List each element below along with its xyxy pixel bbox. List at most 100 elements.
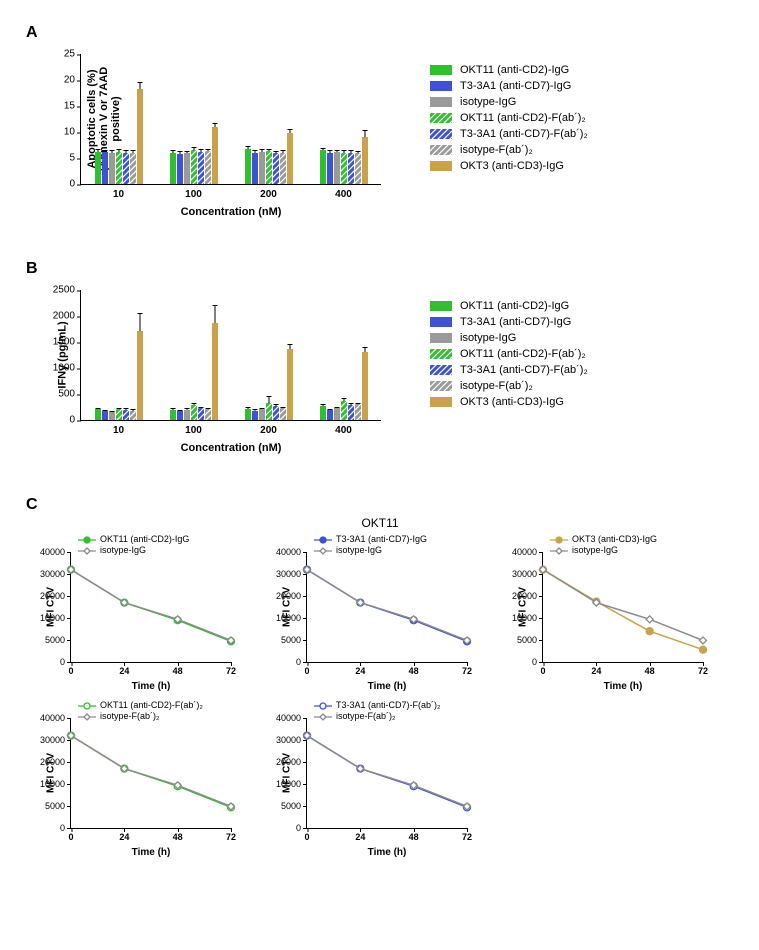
bar xyxy=(170,410,176,420)
small-legend-label: T3-3A1 (anti-CD7)-F(ab´)₂ xyxy=(336,700,441,711)
bar xyxy=(362,352,368,420)
small-chart: T3-3A1 (anti-CD7)-IgGisotype-IgGMFI CTVT… xyxy=(256,534,486,694)
small-ytick: 0 xyxy=(265,823,301,833)
bar xyxy=(245,149,251,184)
small-plot-svg xyxy=(543,552,703,662)
bar xyxy=(287,349,293,420)
small-ytick: 20000 xyxy=(29,591,65,601)
legend-swatch xyxy=(430,65,452,75)
small-ytick: 40000 xyxy=(265,713,301,723)
bar-group xyxy=(95,89,143,184)
bar xyxy=(102,411,108,420)
small-xtick: 72 xyxy=(226,666,236,676)
bar xyxy=(95,409,101,420)
legend-row: OKT3 (anti-CD3)-IgG xyxy=(430,160,588,172)
legend-swatch xyxy=(430,113,452,123)
bar xyxy=(130,411,136,420)
bar xyxy=(362,137,368,184)
small-ytick: 0 xyxy=(501,657,537,667)
legend-swatch xyxy=(430,381,452,391)
bar xyxy=(334,408,340,420)
panel-a-chart: Apoptotic cells (%) (Annexin V or 7AAD p… xyxy=(20,44,420,224)
small-ytick: 30000 xyxy=(265,569,301,579)
small-xaxis-label: Time (h) xyxy=(604,681,643,692)
legend-row: T3-3A1 (anti-CD7)-F(ab´)₂ xyxy=(430,364,588,376)
bar xyxy=(273,153,279,184)
small-ytick: 10000 xyxy=(501,613,537,623)
legend-swatch xyxy=(430,301,452,311)
small-xtick: 72 xyxy=(698,666,708,676)
ytick: 25 xyxy=(45,49,75,60)
ytick: 20 xyxy=(45,75,75,86)
small-ytick: 10000 xyxy=(265,779,301,789)
small-xaxis-label: Time (h) xyxy=(132,847,171,858)
small-plot: MFI CTVTime (h)0500010000200003000040000… xyxy=(70,552,231,663)
small-legend-mark xyxy=(78,536,96,544)
small-ytick: 5000 xyxy=(29,635,65,645)
xcat: 200 xyxy=(260,425,277,436)
small-ytick: 0 xyxy=(29,823,65,833)
small-ytick: 10000 xyxy=(29,779,65,789)
panel-b-chart: IFNγ (pg/mL) Concentration (nM) 05001000… xyxy=(20,280,420,460)
bar xyxy=(123,153,129,184)
panel-b-xaxis-label: Concentration (nM) xyxy=(181,442,282,454)
small-legend-row: OKT11 (anti-CD2)-IgG xyxy=(78,534,189,545)
small-plot: MFI CTVTime (h)0500010000200003000040000… xyxy=(70,718,231,829)
bar xyxy=(191,150,197,184)
small-ytick: 30000 xyxy=(29,569,65,579)
legend-swatch xyxy=(430,129,452,139)
small-xtick: 48 xyxy=(645,666,655,676)
legend-label: OKT11 (anti-CD2)-IgG xyxy=(460,64,569,76)
legend-row: T3-3A1 (anti-CD7)-IgG xyxy=(430,316,588,328)
bar xyxy=(280,153,286,184)
small-legend-label: OKT11 (anti-CD2)-F(ab´)₂ xyxy=(100,700,203,711)
small-legend-row: OKT11 (anti-CD2)-F(ab´)₂ xyxy=(78,700,203,711)
xcat: 400 xyxy=(335,189,352,200)
bar xyxy=(245,409,251,420)
bar xyxy=(205,409,211,420)
bar xyxy=(266,151,272,184)
legend-row: OKT3 (anti-CD3)-IgG xyxy=(430,396,588,408)
small-legend-row: OKT3 (anti-CD3)-IgG xyxy=(550,534,657,545)
legend-row: T3-3A1 (anti-CD7)-F(ab´)₂ xyxy=(430,128,588,140)
xcat: 200 xyxy=(260,189,277,200)
bar xyxy=(266,403,272,420)
bar xyxy=(252,411,258,420)
bar xyxy=(137,331,143,420)
small-xtick: 72 xyxy=(226,832,236,842)
bar xyxy=(327,410,333,420)
panel-b-plot: IFNγ (pg/mL) Concentration (nM) 05001000… xyxy=(80,290,381,421)
legend-label: isotype-F(ab´)₂ xyxy=(460,144,533,156)
legend-row: isotype-IgG xyxy=(430,96,588,108)
panel-a-plot: Apoptotic cells (%) (Annexin V or 7AAD p… xyxy=(80,54,381,185)
small-ytick: 10000 xyxy=(29,613,65,623)
bar xyxy=(259,152,265,184)
legend-label: T3-3A1 (anti-CD7)-F(ab´)₂ xyxy=(460,364,588,376)
legend-swatch xyxy=(430,97,452,107)
panel-c-title: OKT11 xyxy=(20,516,740,530)
legend-row: OKT11 (anti-CD2)-F(ab´)₂ xyxy=(430,348,588,360)
bar-group xyxy=(320,352,368,420)
small-legend-mark xyxy=(78,702,96,710)
legend-row: OKT11 (anti-CD2)-IgG xyxy=(430,300,588,312)
bar xyxy=(273,406,279,420)
legend-row: isotype-IgG xyxy=(430,332,588,344)
bar xyxy=(184,153,190,184)
legend-label: OKT3 (anti-CD3)-IgG xyxy=(460,396,564,408)
bar xyxy=(355,404,361,420)
panel-a-xaxis-label: Concentration (nM) xyxy=(181,206,282,218)
legend-row: T3-3A1 (anti-CD7)-IgG xyxy=(430,80,588,92)
xcat: 100 xyxy=(185,189,202,200)
small-ytick: 20000 xyxy=(265,591,301,601)
bar xyxy=(259,409,265,420)
ytick: 1000 xyxy=(45,363,75,374)
bar xyxy=(287,133,293,184)
panel-a-label: A xyxy=(26,24,739,42)
panel-b-yaxis-label: IFNγ (pg/mL) xyxy=(57,321,69,388)
small-ytick: 20000 xyxy=(265,757,301,767)
legend-swatch xyxy=(430,349,452,359)
legend-label: OKT3 (anti-CD3)-IgG xyxy=(460,160,564,172)
small-legend-mark xyxy=(314,536,332,544)
small-plot: MFI CTVTime (h)0500010000200003000040000… xyxy=(306,552,467,663)
small-plot-svg xyxy=(71,552,231,662)
